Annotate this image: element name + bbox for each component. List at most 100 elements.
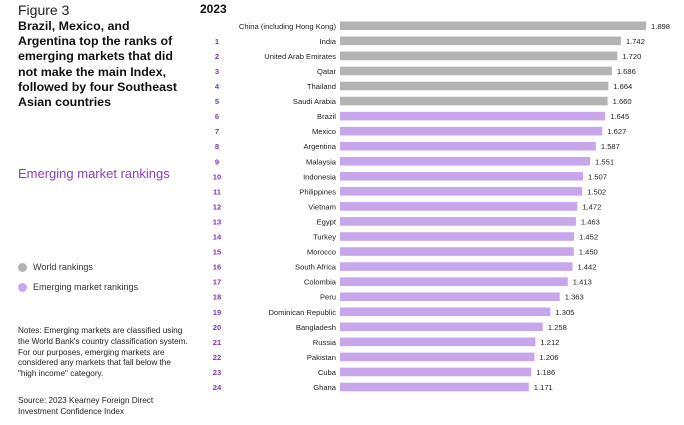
chart-title: 2023 bbox=[200, 2, 227, 16]
bar bbox=[340, 337, 536, 347]
bar bbox=[340, 277, 568, 286]
bar bbox=[340, 232, 575, 241]
category-label: South Africa bbox=[295, 263, 337, 272]
bar bbox=[340, 292, 560, 301]
bar bbox=[340, 96, 608, 106]
rank-label: 17 bbox=[213, 278, 221, 287]
category-label: Bangladesh bbox=[296, 323, 336, 332]
value-label: 1.212 bbox=[540, 338, 559, 347]
category-label: Philippines bbox=[299, 187, 336, 196]
value-label: 1.627 bbox=[607, 127, 626, 136]
bar bbox=[340, 247, 574, 256]
bar bbox=[340, 187, 583, 196]
rank-label: 19 bbox=[213, 308, 221, 317]
value-label: 1.664 bbox=[613, 82, 632, 91]
legend-world-dot bbox=[18, 262, 27, 272]
bar bbox=[340, 21, 646, 31]
legend-world-label: World rankings bbox=[33, 262, 93, 272]
value-label: 1.258 bbox=[548, 323, 567, 332]
legend-emerging-label: Emerging market rankings bbox=[33, 282, 139, 292]
legend-emerging: Emerging market rankings bbox=[18, 282, 138, 292]
bar bbox=[340, 156, 591, 166]
category-label: Vietnam bbox=[308, 202, 336, 211]
rank-label: 1 bbox=[215, 37, 220, 46]
category-label: Colombia bbox=[304, 278, 337, 287]
category-label: Indonesia bbox=[303, 172, 337, 181]
value-label: 1.551 bbox=[595, 157, 614, 166]
rank-label: 18 bbox=[213, 293, 221, 302]
bar bbox=[340, 172, 583, 181]
value-label: 1.206 bbox=[539, 353, 558, 362]
category-label: Peru bbox=[320, 293, 336, 302]
value-label: 1.660 bbox=[613, 97, 632, 106]
bar bbox=[340, 217, 576, 226]
value-label: 1.898 bbox=[651, 22, 670, 31]
bar bbox=[340, 36, 621, 46]
bar bbox=[340, 352, 535, 362]
value-label: 1.742 bbox=[626, 37, 645, 46]
value-label: 1.472 bbox=[582, 202, 601, 211]
rank-label: 23 bbox=[213, 368, 221, 377]
category-label: Turkey bbox=[313, 233, 336, 242]
rank-label: 4 bbox=[215, 82, 220, 91]
category-label: Argentina bbox=[303, 142, 336, 151]
rank-label: 11 bbox=[213, 187, 222, 196]
bar bbox=[340, 111, 606, 121]
category-label: Brazil bbox=[317, 112, 336, 121]
bar bbox=[340, 382, 529, 392]
figure-label: Figure 3 bbox=[18, 2, 70, 18]
chart-subtitle: Emerging market rankings bbox=[18, 166, 170, 181]
category-label: Russia bbox=[313, 338, 337, 347]
category-label: China (including Hong Kong) bbox=[239, 22, 337, 31]
bar bbox=[340, 126, 603, 136]
category-label: Morocco bbox=[307, 248, 336, 257]
rank-label: 12 bbox=[213, 202, 221, 211]
value-label: 1.305 bbox=[555, 308, 574, 317]
value-label: 1.186 bbox=[536, 368, 555, 377]
source: Source: 2023 Kearney Foreign Direct Inve… bbox=[18, 396, 154, 416]
rank-label: 5 bbox=[215, 97, 220, 106]
value-label: 1.587 bbox=[601, 142, 620, 151]
category-label: United Arab Emirates bbox=[264, 52, 336, 61]
value-label: 1.463 bbox=[581, 217, 600, 226]
bar bbox=[340, 141, 596, 151]
rank-label: 9 bbox=[215, 157, 219, 166]
category-label: Mexico bbox=[312, 127, 336, 136]
rank-label: 24 bbox=[213, 383, 222, 392]
bar bbox=[340, 51, 618, 61]
bar bbox=[340, 262, 573, 271]
value-label: 1.720 bbox=[622, 52, 641, 61]
value-label: 1.171 bbox=[534, 383, 553, 392]
bar bbox=[340, 202, 578, 211]
category-label: Dominican Republic bbox=[268, 308, 336, 317]
rank-label: 15 bbox=[213, 248, 222, 257]
bar bbox=[340, 367, 532, 377]
value-label: 1.363 bbox=[565, 293, 584, 302]
rank-label: 6 bbox=[215, 112, 219, 121]
legend-emerging-dot bbox=[18, 282, 27, 292]
category-label: Qatar bbox=[317, 67, 336, 76]
rank-label: 8 bbox=[215, 142, 219, 151]
bar bbox=[340, 81, 609, 91]
value-label: 1.442 bbox=[577, 263, 596, 272]
rank-label: 10 bbox=[213, 172, 221, 181]
category-label: Cuba bbox=[318, 368, 337, 377]
value-label: 1.502 bbox=[587, 187, 606, 196]
rank-label: 16 bbox=[213, 263, 221, 272]
value-label: 1.452 bbox=[579, 233, 598, 242]
category-label: India bbox=[320, 37, 337, 46]
value-label: 1.450 bbox=[579, 248, 598, 257]
value-label: 1.645 bbox=[610, 112, 629, 121]
category-label: Egypt bbox=[317, 217, 337, 226]
category-label: Thailand bbox=[307, 82, 336, 91]
category-label: Pakistan bbox=[307, 353, 336, 362]
category-label: Ghana bbox=[313, 383, 337, 392]
notes: Notes: Emerging markets are classified u… bbox=[18, 326, 188, 379]
bar bbox=[340, 307, 551, 317]
value-label: 1.686 bbox=[617, 67, 636, 76]
rank-label: 22 bbox=[213, 353, 221, 362]
rank-label: 7 bbox=[215, 127, 219, 136]
headline: Brazil, Mexico, and Argentina top the ra… bbox=[18, 19, 178, 110]
bar bbox=[340, 322, 543, 332]
value-label: 1.413 bbox=[573, 278, 592, 287]
